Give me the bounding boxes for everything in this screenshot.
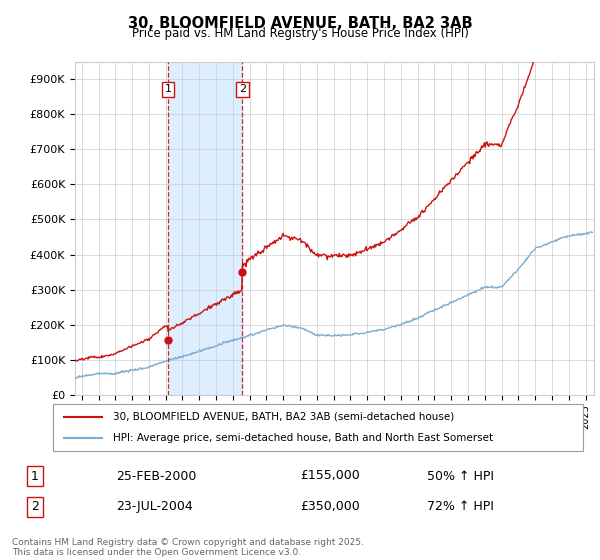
Text: 1: 1: [31, 469, 39, 483]
Text: 72% ↑ HPI: 72% ↑ HPI: [427, 500, 494, 514]
Text: Contains HM Land Registry data © Crown copyright and database right 2025.
This d: Contains HM Land Registry data © Crown c…: [12, 538, 364, 557]
Text: Price paid vs. HM Land Registry's House Price Index (HPI): Price paid vs. HM Land Registry's House …: [131, 27, 469, 40]
Text: 2: 2: [239, 85, 246, 95]
Text: 30, BLOOMFIELD AVENUE, BATH, BA2 3AB (semi-detached house): 30, BLOOMFIELD AVENUE, BATH, BA2 3AB (se…: [113, 412, 454, 422]
Text: £350,000: £350,000: [300, 500, 360, 514]
Text: £155,000: £155,000: [300, 469, 360, 483]
Text: 1: 1: [164, 85, 172, 95]
Bar: [168, 62, 242, 395]
Text: 23-JUL-2004: 23-JUL-2004: [116, 500, 193, 514]
Text: 2: 2: [31, 500, 39, 514]
Text: HPI: Average price, semi-detached house, Bath and North East Somerset: HPI: Average price, semi-detached house,…: [113, 433, 493, 443]
FancyBboxPatch shape: [53, 404, 583, 451]
Text: 50% ↑ HPI: 50% ↑ HPI: [427, 469, 494, 483]
Text: 30, BLOOMFIELD AVENUE, BATH, BA2 3AB: 30, BLOOMFIELD AVENUE, BATH, BA2 3AB: [128, 16, 472, 31]
Text: 25-FEB-2000: 25-FEB-2000: [116, 469, 196, 483]
